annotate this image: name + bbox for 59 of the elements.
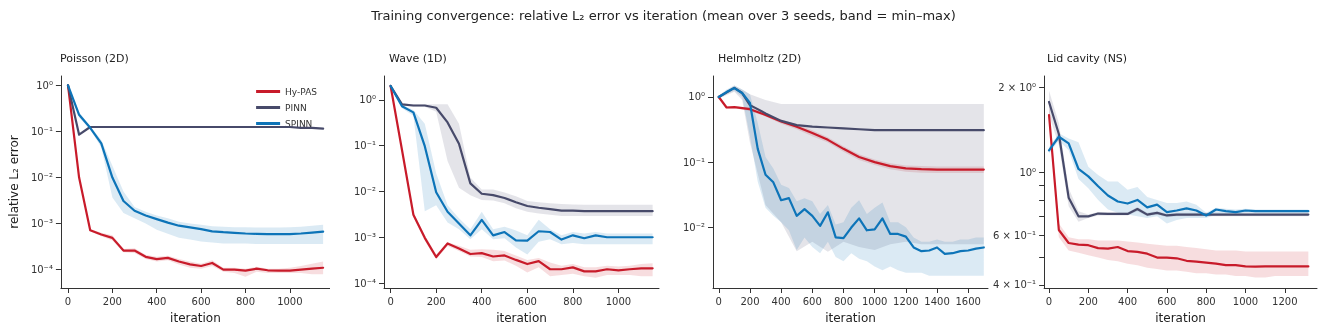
y-tick-label: 10⁰	[688, 91, 705, 103]
x-tick-label: 200	[740, 295, 760, 307]
x-axis-title: iteration	[1155, 311, 1206, 325]
x-tick-label: 1200	[893, 295, 919, 307]
y-tick-label: 10⁻²	[353, 185, 376, 197]
text: Training convergence: relative L₂ error vs iteration (mean over 3 seeds, band = min–max)	[370, 8, 957, 23]
line-series	[66, 84, 325, 136]
chart-title: Helmholtz (2D)	[718, 52, 802, 65]
x-tick-label: 400	[472, 295, 492, 307]
chart-title: Lid cavity (NS)	[1047, 52, 1128, 65]
y-tick-label: 10⁻³	[30, 218, 53, 230]
x-tick-label: 0	[64, 295, 72, 307]
legend-label: Hy-PAS	[285, 86, 318, 97]
y-tick-label: 10⁻⁴	[353, 277, 376, 289]
x-tick-label: 0	[387, 295, 394, 307]
x-axis-title: iteration	[170, 311, 221, 325]
y-tick-label: 10⁻³	[353, 231, 376, 243]
chart-title: Wave (1D)	[389, 52, 447, 65]
x-tick-label: 800	[563, 295, 583, 307]
x-tick-label: 1400	[924, 295, 950, 307]
y-tick-label: 10⁰	[36, 79, 53, 91]
x-tick-label: 400	[1118, 295, 1138, 307]
y-tick-label: 6 × 10⁻¹	[992, 229, 1037, 241]
x-tick-label: 600	[1157, 295, 1177, 307]
x-tick-label: 600	[191, 295, 211, 307]
x-tick-label: 1000	[277, 295, 303, 307]
y-tick-label: 10⁻²	[30, 172, 53, 184]
y-axis-title: relative L₂ error	[7, 135, 21, 229]
x-axis-title: iteration	[825, 311, 876, 325]
legend-label: PINN	[285, 102, 307, 113]
y-tick-label: 10⁻¹	[353, 140, 376, 152]
y-tick-label: 10⁻¹	[30, 125, 53, 137]
x-tick-label: 200	[426, 295, 446, 307]
x-tick-label: 800	[235, 295, 256, 307]
legend-label: SPINN	[285, 118, 313, 129]
y-tick-label: 10⁰	[359, 94, 376, 106]
y-tick-label: 10⁻²	[682, 221, 705, 233]
x-tick-label: 1000	[1232, 295, 1259, 307]
x-tick-label: 600	[802, 295, 822, 307]
x-tick-label: 400	[147, 295, 167, 307]
chart-title: Poisson (2D)	[60, 52, 129, 65]
x-tick-label: 800	[833, 295, 854, 307]
x-tick-label: 0	[1045, 295, 1053, 307]
y-tick-label: 2 × 10⁰	[998, 82, 1037, 94]
y-tick-label: 10⁰	[1019, 167, 1037, 179]
x-tick-label: 800	[1196, 295, 1216, 307]
x-tick-label: 1000	[605, 295, 632, 307]
x-tick-label: 1200	[1272, 295, 1298, 307]
x-tick-label: 600	[517, 295, 537, 307]
x-tick-label: 1600	[955, 295, 981, 307]
x-tick-label: 200	[102, 295, 122, 307]
x-axis-title: iteration	[496, 311, 547, 325]
y-tick-label: 10⁻⁴	[30, 264, 53, 276]
x-tick-label: 1000	[861, 295, 888, 307]
x-tick-label: 0	[715, 295, 722, 307]
x-tick-label: 200	[1078, 295, 1098, 307]
y-tick-label: 4 × 10⁻¹	[992, 279, 1037, 291]
y-tick-label: 10⁻¹	[682, 156, 705, 168]
x-tick-label: 400	[771, 295, 791, 307]
